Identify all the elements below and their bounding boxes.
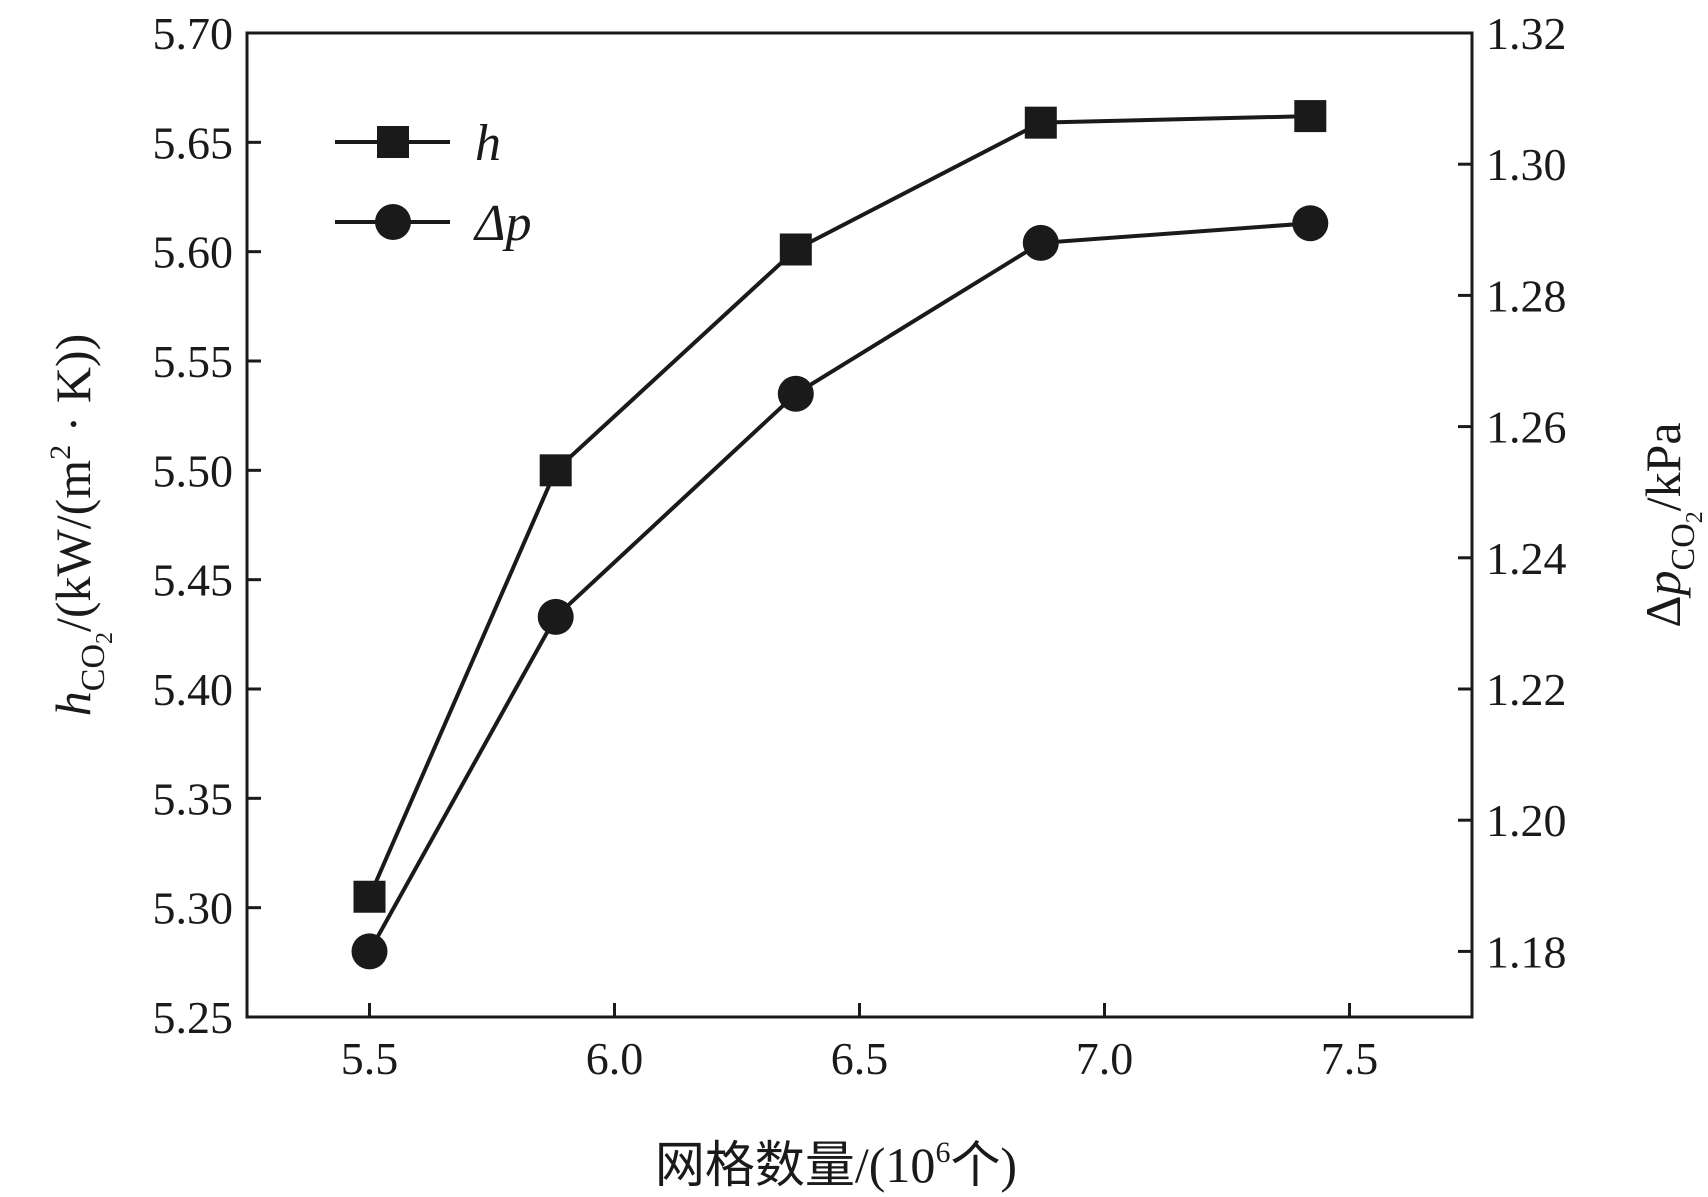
data-point-h: [539, 454, 572, 487]
y-left-tick-label: 5.35: [153, 773, 234, 824]
y-right-tick-label: 1.28: [1486, 270, 1567, 321]
plot-frame: [245, 31, 1474, 1019]
y-right-tick-label: 1.22: [1486, 664, 1567, 715]
y-right-tick-label: 1.18: [1486, 926, 1567, 977]
data-point-dp: [351, 933, 388, 970]
ticks: 5.5 6.0 6.5 7.0 7.5 5.25 5.30 5.35 5.40 5.45 5.50 5…: [153, 8, 1567, 1084]
series-layer: [351, 100, 1329, 970]
y-left-tick-label: 5.45: [153, 555, 234, 606]
y-left-tick-label: 5.40: [153, 664, 234, 715]
y-left-tick-label: 5.25: [153, 992, 234, 1043]
y-left-tick-label: 5.70: [153, 8, 234, 59]
y-right-tick-label: 1.20: [1486, 795, 1567, 846]
data-point-h: [353, 880, 386, 913]
x-axis-title: 网格数量/(106个): [655, 1136, 1017, 1193]
x-tick-label: 5.5: [341, 1033, 399, 1084]
y-left-tick-label: 5.30: [153, 883, 234, 934]
y-axis-left-title: hCO2/(kW/(m2 · K)): [44, 334, 118, 716]
y-left-tick-label: 5.65: [153, 117, 234, 168]
legend-label-h: h: [475, 115, 501, 172]
x-tick-label: 7.5: [1321, 1033, 1379, 1084]
y-axis-right-title: ΔpCO2/kPa: [1635, 422, 1708, 627]
y-left-tick-label: 5.55: [153, 336, 234, 387]
legend-marker-square: [377, 126, 409, 158]
y-right-tick-label: 1.26: [1486, 402, 1567, 453]
data-point-dp: [537, 598, 574, 635]
x-tick-label: 6.5: [831, 1033, 889, 1084]
data-point-dp: [1292, 205, 1329, 242]
y-left-tick-label: 5.60: [153, 227, 234, 278]
data-point-dp: [777, 375, 814, 412]
data-point-h: [1294, 100, 1327, 133]
legend-label-dp: Δp: [473, 195, 532, 252]
data-point-dp: [1022, 224, 1059, 261]
legend-marker-circle: [375, 204, 411, 240]
y-right-tick-label: 1.30: [1486, 139, 1567, 190]
series-line-dp: [367, 221, 1311, 953]
x-tick-label: 6.0: [586, 1033, 644, 1084]
y-right-tick-label: 1.32: [1486, 8, 1567, 59]
x-tick-label: 7.0: [1076, 1033, 1134, 1084]
legend: h Δp: [335, 115, 532, 252]
data-point-h: [779, 233, 812, 266]
data-point-h: [1024, 106, 1057, 139]
y-right-tick-label: 1.24: [1486, 533, 1567, 584]
y-left-tick-label: 5.50: [153, 445, 234, 496]
